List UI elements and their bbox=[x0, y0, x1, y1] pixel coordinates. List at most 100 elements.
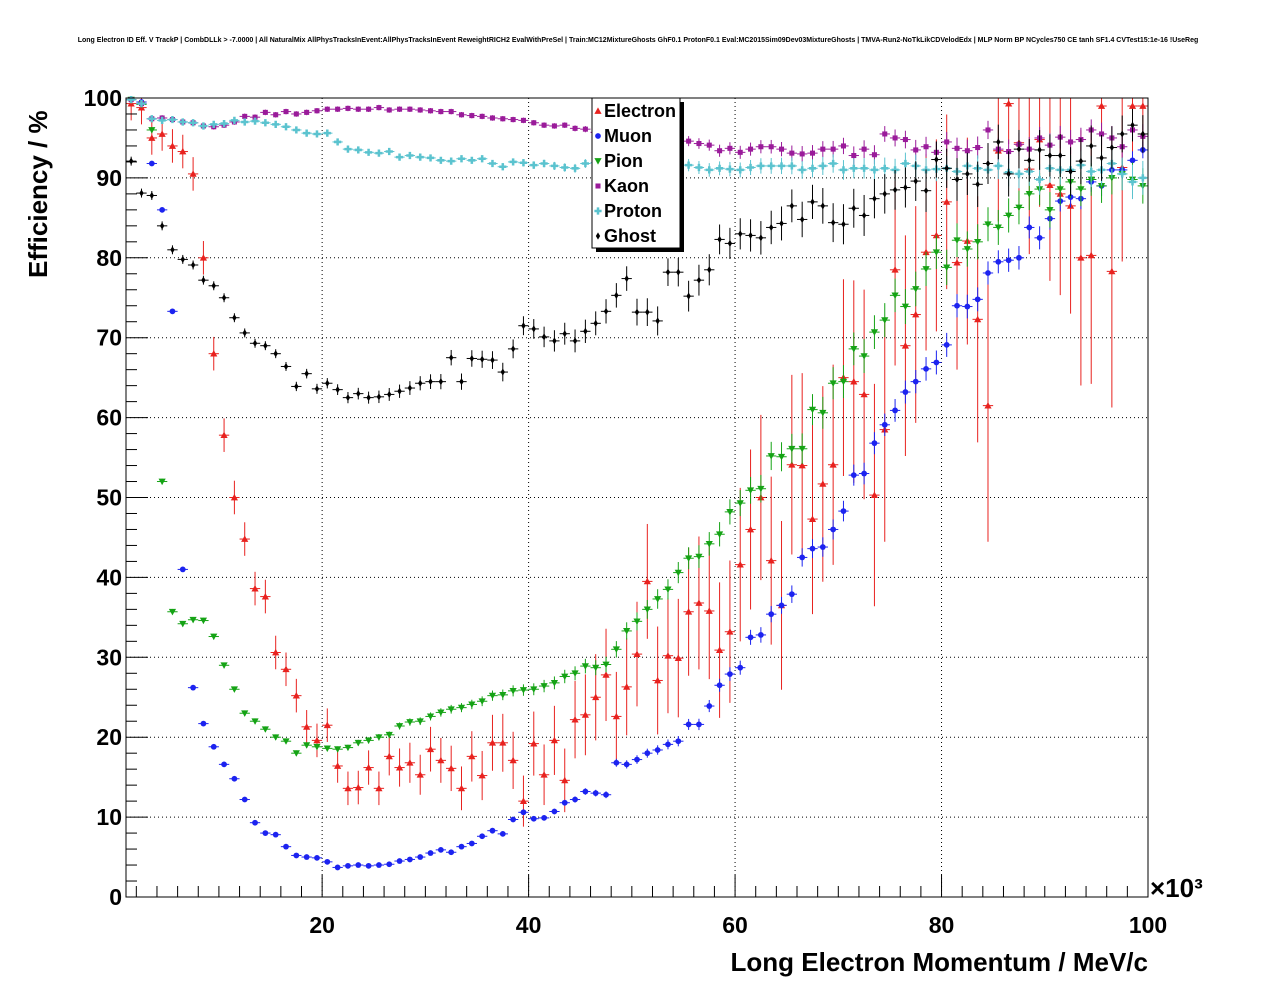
point-marker bbox=[675, 738, 682, 745]
data-point bbox=[311, 130, 323, 138]
point-marker bbox=[458, 112, 465, 118]
data-point bbox=[683, 136, 694, 147]
point-marker bbox=[180, 255, 185, 263]
point-marker bbox=[572, 125, 578, 131]
point-marker bbox=[531, 120, 537, 126]
data-point bbox=[249, 338, 261, 348]
point-marker bbox=[891, 292, 899, 299]
data-point bbox=[415, 376, 426, 391]
data-point bbox=[342, 392, 354, 404]
point-marker bbox=[1015, 170, 1023, 178]
point-marker bbox=[561, 799, 568, 806]
x-tick-label: 80 bbox=[929, 912, 955, 938]
point-marker bbox=[375, 149, 383, 157]
point-marker bbox=[407, 856, 413, 863]
point-marker bbox=[520, 117, 526, 123]
point-marker bbox=[210, 120, 218, 128]
point-marker bbox=[335, 386, 340, 394]
data-point bbox=[972, 136, 983, 159]
data-point bbox=[373, 149, 385, 157]
point-marker bbox=[509, 158, 517, 166]
data-point bbox=[755, 627, 767, 643]
data-point bbox=[879, 174, 890, 214]
point-marker bbox=[767, 162, 775, 170]
point-marker bbox=[499, 830, 506, 837]
point-marker bbox=[272, 831, 279, 838]
data-point bbox=[1096, 134, 1107, 181]
point-marker bbox=[953, 258, 961, 266]
point-marker bbox=[738, 230, 743, 238]
point-marker bbox=[292, 750, 300, 757]
data-point bbox=[848, 158, 859, 179]
point-marker bbox=[1058, 151, 1063, 160]
data-point bbox=[187, 119, 199, 127]
point-marker bbox=[902, 389, 909, 395]
data-point bbox=[951, 294, 963, 318]
point-marker bbox=[746, 163, 755, 172]
data-point bbox=[291, 126, 302, 134]
data-point bbox=[384, 731, 395, 739]
data-point bbox=[817, 188, 828, 224]
point-marker bbox=[798, 445, 806, 453]
data-point bbox=[301, 109, 312, 116]
point-marker bbox=[767, 453, 775, 460]
point-marker bbox=[819, 162, 827, 170]
point-marker bbox=[159, 222, 165, 230]
data-point bbox=[1024, 216, 1035, 239]
data-point bbox=[446, 349, 457, 366]
data-point bbox=[900, 380, 911, 404]
point-marker bbox=[748, 146, 754, 152]
data-point bbox=[714, 582, 725, 718]
data-point bbox=[280, 843, 292, 850]
point-marker bbox=[314, 108, 320, 114]
point-marker bbox=[717, 148, 723, 154]
point-marker bbox=[303, 854, 310, 860]
point-marker bbox=[727, 239, 733, 248]
data-point bbox=[342, 145, 354, 153]
point-marker bbox=[387, 390, 392, 399]
data-point bbox=[332, 384, 343, 396]
point-marker bbox=[540, 683, 548, 690]
data-point bbox=[301, 854, 312, 860]
point-marker bbox=[727, 145, 733, 151]
point-marker bbox=[696, 276, 702, 284]
data-point bbox=[858, 462, 870, 485]
point-marker bbox=[323, 721, 331, 729]
data-point bbox=[1065, 147, 1076, 196]
data-point bbox=[797, 433, 808, 465]
data-point bbox=[900, 167, 911, 208]
data-point bbox=[187, 157, 199, 191]
point-marker bbox=[932, 231, 940, 239]
point-marker bbox=[748, 231, 753, 240]
point-marker bbox=[882, 131, 888, 137]
data-point bbox=[549, 123, 560, 129]
point-marker bbox=[345, 862, 351, 869]
point-marker bbox=[251, 117, 259, 125]
data-point bbox=[776, 442, 787, 472]
point-marker bbox=[335, 106, 341, 112]
point-marker bbox=[695, 553, 703, 561]
point-marker bbox=[686, 138, 692, 144]
data-point bbox=[580, 319, 591, 343]
data-point bbox=[476, 350, 488, 368]
point-marker bbox=[798, 461, 806, 469]
data-point bbox=[838, 365, 849, 399]
data-point bbox=[869, 383, 880, 607]
point-marker bbox=[706, 142, 712, 148]
point-marker bbox=[488, 739, 497, 746]
data-point bbox=[146, 160, 157, 167]
point-marker bbox=[540, 159, 548, 168]
data-point bbox=[817, 156, 828, 176]
point-marker bbox=[551, 123, 557, 129]
point-marker bbox=[272, 648, 280, 656]
data-point bbox=[353, 770, 364, 805]
point-marker bbox=[314, 385, 320, 393]
point-marker bbox=[1037, 146, 1042, 154]
data-point bbox=[332, 749, 343, 783]
data-point bbox=[239, 522, 250, 556]
point-marker bbox=[840, 143, 846, 149]
point-marker bbox=[633, 618, 641, 625]
point-marker bbox=[251, 718, 259, 725]
data-point bbox=[394, 722, 405, 730]
